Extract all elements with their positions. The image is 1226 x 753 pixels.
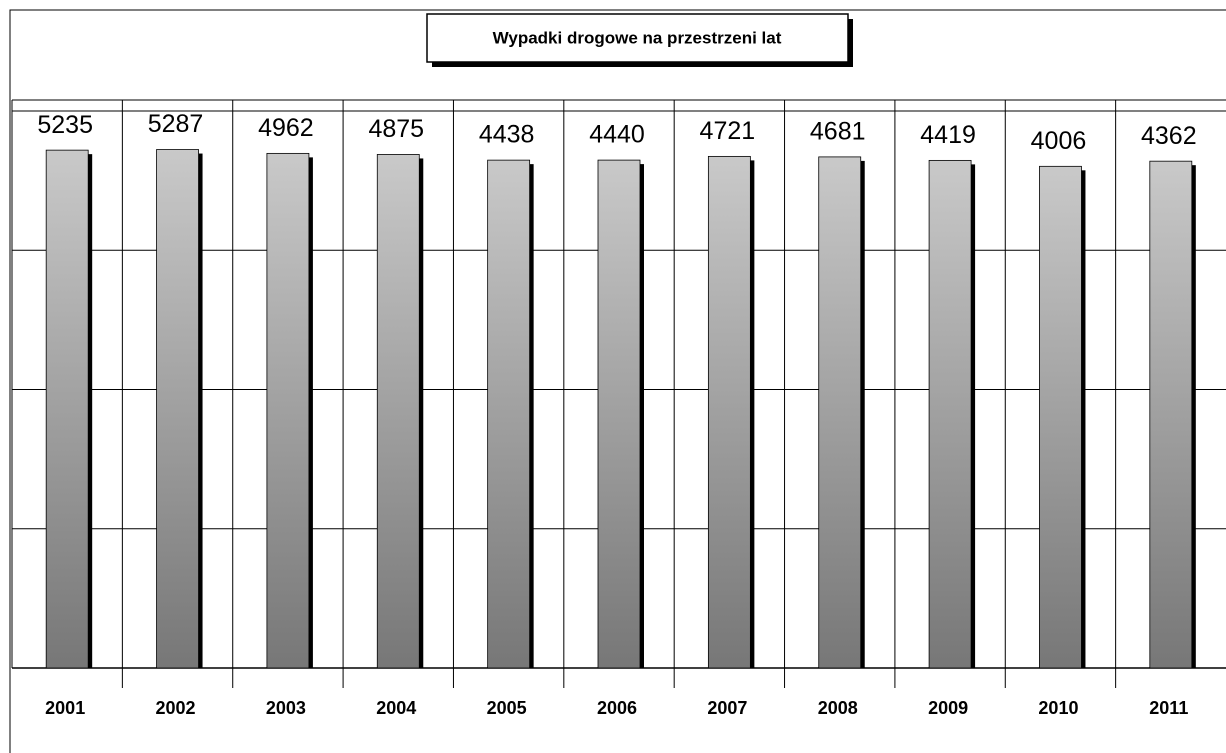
value-label: 4440: [589, 121, 645, 149]
x-tick-label: 2005: [487, 698, 527, 718]
x-tick-label: 2006: [597, 698, 637, 718]
x-tick-label: 2009: [928, 698, 968, 718]
x-tick-label: 2004: [376, 698, 416, 718]
x-tick-label: 2010: [1038, 698, 1078, 718]
value-label: 4438: [479, 121, 535, 149]
value-label: 4362: [1141, 122, 1197, 150]
bar: [1039, 165, 1082, 669]
bar: [597, 159, 641, 669]
bar: [818, 156, 862, 669]
x-tick-label: 2011: [1149, 698, 1188, 718]
value-label: 4419: [920, 121, 976, 149]
x-tick-label: 2007: [707, 698, 747, 718]
value-label: 5287: [148, 110, 204, 138]
plot-area: 2001 5235 2002 5287 2003 4962 2004 4875 2005 4438…: [11, 99, 1226, 718]
value-label: 4681: [810, 118, 866, 146]
value-label: 4721: [700, 117, 756, 145]
value-label: 4006: [1031, 127, 1087, 155]
value-label: 5235: [37, 111, 93, 139]
chart-title: Wypadki drogowe na przestrzeni lat: [493, 28, 782, 47]
value-label: 4962: [258, 114, 314, 142]
x-tick-label: 2003: [266, 698, 306, 718]
bar: [1149, 160, 1193, 669]
bar: [156, 149, 199, 669]
bar: [928, 159, 972, 669]
title-box: [426, 13, 849, 63]
x-tick-label: 2008: [818, 698, 858, 718]
bar: [266, 152, 310, 669]
bar: [707, 155, 751, 669]
value-label: 4875: [368, 115, 424, 143]
bar: [487, 159, 531, 669]
x-tick-label: 2001: [45, 698, 85, 718]
bar: [376, 154, 420, 669]
bar: [45, 149, 89, 669]
x-tick-label: 2002: [156, 698, 196, 718]
